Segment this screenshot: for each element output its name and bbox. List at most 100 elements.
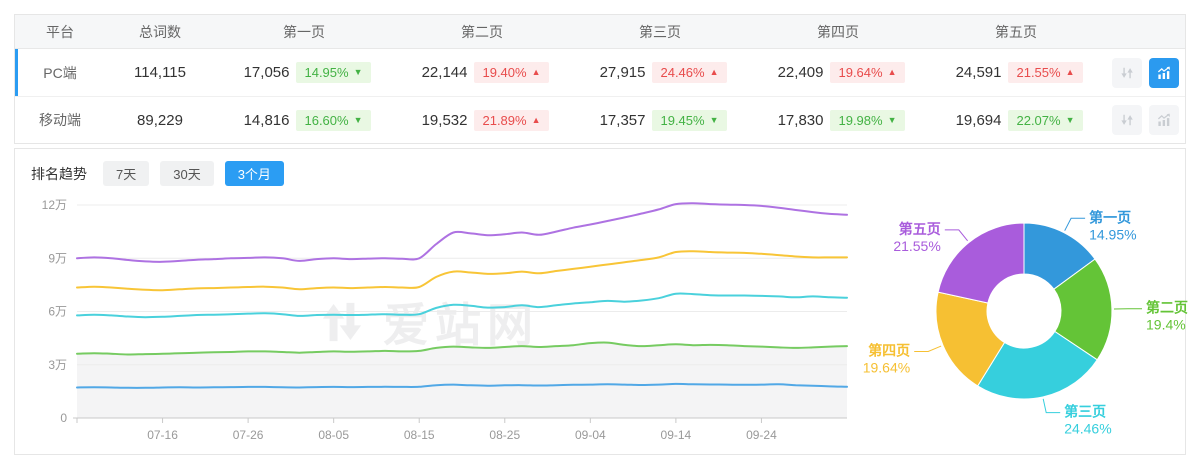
pct-value: 19.40% [482, 65, 527, 80]
trend-chart-icon-button[interactable] [1148, 105, 1179, 135]
trend-tabs: 7天 30天 3个月 [103, 161, 284, 186]
page-4-cell: 22,409 19.64% ▲ [749, 62, 927, 83]
donut-leader-line [914, 345, 942, 352]
trend-line-chart: 0 3万 6万 9万 12万 07-16 07-26 08-05 08-15 08-25 09-04… [42, 198, 848, 442]
x-tick-label: 09-14 [661, 428, 692, 442]
x-tick-label: 07-16 [147, 428, 178, 442]
pct-value: 19.45% [660, 112, 705, 128]
triangle-up-icon: ▲ [1065, 67, 1075, 77]
page-1-count: 14,816 [243, 111, 290, 129]
page-3-count: 27,915 [599, 64, 646, 81]
y-tick-label: 3万 [48, 358, 67, 372]
x-tick-label: 09-04 [575, 428, 606, 442]
row-actions [1105, 57, 1185, 88]
page-3-cell: 17,357 19.45% ▼ [571, 109, 749, 131]
x-tick-label: 07-26 [233, 428, 264, 442]
pct-value: 22.07% [1016, 112, 1061, 128]
x-tick-label: 08-05 [318, 428, 349, 442]
pct-value: 21.55% [1016, 65, 1061, 80]
page-5-pct-badge: 21.55% ▲ [1008, 62, 1083, 83]
donut-label-pct: 19.4% [1146, 317, 1186, 333]
page-1-cell: 17,056 14.95% ▼ [215, 62, 393, 83]
sort-updown-icon-button[interactable] [1111, 57, 1142, 88]
page-2-pct-badge: 19.40% ▲ [474, 62, 549, 83]
page-5-pct-badge: 22.07% ▼ [1008, 109, 1083, 131]
y-tick-label: 6万 [48, 305, 67, 319]
page-3-cell: 27,915 24.46% ▲ [571, 62, 749, 83]
y-gridlines [77, 204, 847, 366]
y-tick-label: 12万 [42, 198, 67, 212]
trend-tab-3个月[interactable]: 3个月 [224, 161, 284, 186]
column-header-page3: 第三页 [639, 23, 681, 40]
triangle-up-icon: ▲ [887, 67, 897, 77]
pct-value: 19.64% [838, 65, 883, 80]
donut-label-name: 第五页 [899, 221, 941, 237]
page-3-pct-badge: 19.45% ▼ [652, 109, 727, 131]
triangle-down-icon: ▼ [887, 114, 897, 125]
donut-label-pct: 21.55% [893, 238, 940, 254]
trend-tab-7天[interactable]: 7天 [103, 161, 150, 186]
page-4-pct-badge: 19.64% ▲ [830, 62, 905, 83]
rank-trend-card: 排名趋势 7天 30天 3个月 爱站网 0 3万 6万 9万 12万 07-16 07-26 08… [14, 148, 1188, 455]
y-tick-label: 0 [60, 411, 67, 425]
donut-leader-line [1042, 398, 1061, 414]
trend-chart-icon [1157, 66, 1170, 79]
sort-updown-icon [1120, 67, 1133, 78]
column-header-platform: 平台 [46, 23, 74, 40]
donut-label-pct: 19.64% [863, 360, 910, 376]
page-1-cell: 14,816 16.60% ▼ [215, 109, 393, 131]
page-2-cell: 22,144 19.40% ▲ [393, 62, 571, 83]
page-5-count: 24,591 [955, 64, 1002, 81]
sort-updown-icon-button[interactable] [1111, 105, 1142, 135]
triangle-up-icon: ▲ [531, 114, 541, 125]
triangle-up-icon: ▲ [709, 67, 719, 77]
donut-slice-第三页[interactable] [977, 330, 1098, 400]
platform-label: PC端 [43, 64, 77, 81]
line-blue [76, 382, 848, 389]
total-words-value: 114,115 [134, 64, 186, 81]
donut-slice-第五页[interactable] [937, 222, 1025, 304]
line-green [76, 341, 848, 356]
keyword-rank-table-card: 平台 总词数 第一页 第二页 第三页 第四页 第五页 PC端 114,115 17,… [14, 14, 1186, 144]
trend-chart-icon-button[interactable] [1148, 57, 1179, 88]
donut-slice-第二页[interactable] [1053, 258, 1113, 361]
x-tick-label: 08-25 [489, 428, 520, 442]
column-header-page2: 第二页 [461, 23, 503, 40]
page-2-pct-badge: 21.89% ▲ [474, 109, 549, 131]
page-1-pct-badge: 16.60% ▼ [296, 109, 371, 131]
donut-leader-line [1064, 217, 1086, 231]
page-4-count: 17,830 [777, 111, 824, 129]
donut-label-name: 第二页 [1146, 300, 1188, 316]
donut-label-name: 第四页 [868, 343, 910, 359]
donut-label-pct: 24.46% [1064, 421, 1111, 437]
triangle-down-icon: ▼ [709, 114, 719, 125]
column-header-page5: 第五页 [995, 23, 1037, 40]
page-4-pct-badge: 19.98% ▼ [830, 109, 905, 131]
donut-label-name: 第一页 [1089, 209, 1131, 225]
page-5-cell: 24,591 21.55% ▲ [927, 62, 1105, 83]
x-tick-label: 08-15 [404, 428, 435, 442]
table-rows: PC端 114,115 17,056 14.95% ▼ 22,144 19.40% ▲ 27,9… [15, 49, 1185, 143]
donut-label-pct: 14.95% [1089, 226, 1136, 242]
pct-value: 16.60% [304, 112, 349, 128]
page-2-cell: 19,532 21.89% ▲ [393, 109, 571, 131]
table-row[interactable]: PC端 114,115 17,056 14.95% ▼ 22,144 19.40% ▲ 27,9… [15, 49, 1185, 96]
platform-label: 移动端 [39, 112, 81, 128]
page-4-cell: 17,830 19.98% ▼ [749, 109, 927, 131]
triangle-down-icon: ▼ [353, 114, 363, 125]
table-row[interactable]: 移动端 89,229 14,816 16.60% ▼ 19,532 21.89% ▲ 17,35… [15, 96, 1185, 143]
trend-header: 排名趋势 7天 30天 3个月 [31, 161, 284, 186]
donut-label-name: 第三页 [1064, 404, 1106, 420]
column-header-page4: 第四页 [817, 23, 859, 40]
page-3-pct-badge: 24.46% ▲ [652, 62, 727, 83]
line-green-area [77, 342, 847, 418]
trend-tab-30天[interactable]: 30天 [160, 161, 214, 186]
line-cyan [76, 292, 848, 319]
triangle-down-icon: ▼ [1065, 114, 1075, 125]
donut-leader-line [944, 229, 968, 242]
triangle-up-icon: ▲ [531, 67, 541, 77]
column-header-total-words: 总词数 [139, 23, 181, 40]
trend-chart-icon [1157, 113, 1170, 126]
pct-value: 21.89% [482, 112, 527, 128]
total-words-value: 89,229 [137, 111, 183, 129]
